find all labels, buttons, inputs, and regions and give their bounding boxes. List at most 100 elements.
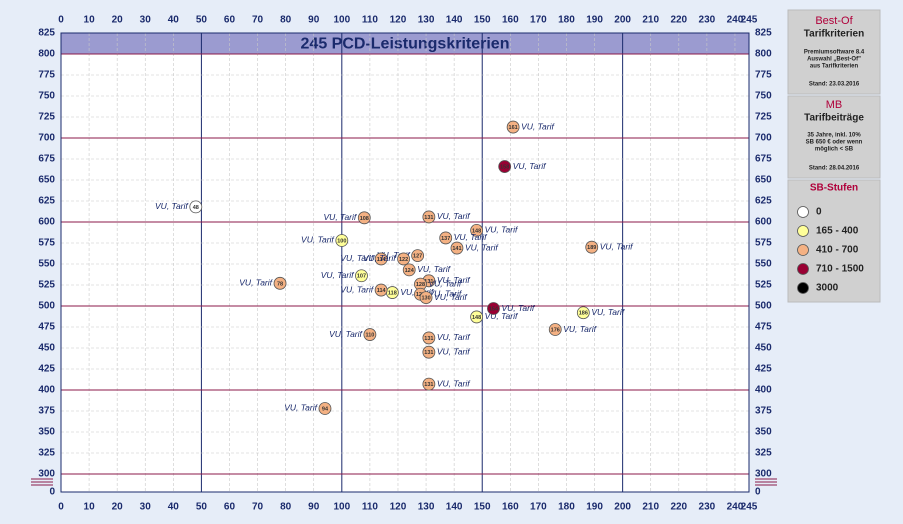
- y-tick-label: 625: [38, 196, 55, 207]
- panel-head: Best-Of: [815, 15, 853, 27]
- panel-date: Stand: 23.03.2016: [809, 82, 860, 88]
- side-panel: Best-Of Tarifkriterien Premiumsoftware 8…: [787, 9, 881, 303]
- x-tick-label: 100: [333, 15, 350, 26]
- y-tick-label: 400: [755, 385, 772, 396]
- point-label: VU, Tarif: [437, 332, 471, 342]
- point-value: 131: [424, 336, 433, 342]
- legend-swatch: [797, 206, 809, 218]
- point: [335, 234, 349, 247]
- point-label: VU, Tarif: [284, 403, 318, 413]
- y-tick-label: 350: [38, 427, 55, 438]
- y-tick-label: 575: [755, 238, 772, 249]
- x-tick-label: 220: [670, 15, 687, 26]
- y-tick-label: 0: [755, 487, 761, 498]
- point-label: VU, Tarif: [465, 242, 499, 252]
- legend-swatch: [797, 244, 809, 256]
- point-value: 78: [277, 281, 283, 287]
- point: [548, 323, 562, 336]
- y-tick-label: 775: [38, 70, 55, 81]
- legend-label: 3000: [816, 283, 839, 294]
- y-tick-label: 750: [38, 91, 55, 102]
- point-value: 189: [587, 245, 596, 251]
- title-band: [61, 33, 749, 54]
- x-tick-label: 240: [727, 502, 744, 513]
- x-tick-label: 190: [586, 502, 603, 513]
- y-tick-label: 625: [755, 196, 772, 207]
- point-label: VU, Tarif: [521, 121, 555, 131]
- legend-swatch: [797, 225, 809, 237]
- legend-label: 0: [816, 207, 822, 218]
- x-tick-label: 210: [642, 502, 659, 513]
- point-label: VU, Tarif: [417, 264, 451, 274]
- y-tick-label: 775: [755, 70, 772, 81]
- point-label: VU, Tarif: [501, 303, 535, 313]
- point: [487, 302, 500, 315]
- point-value: 130: [421, 296, 430, 302]
- chart-title: 245 PCD-Leistungskriterien: [301, 36, 510, 53]
- point-label: VU, Tarif: [434, 292, 468, 302]
- x-tick-label: 40: [168, 15, 180, 26]
- y-tick-label: 425: [38, 364, 55, 375]
- y-tick-label: 725: [755, 112, 772, 123]
- x-tick-label: 70: [252, 502, 264, 513]
- y-tick-label: 525: [38, 280, 55, 291]
- point: [506, 120, 520, 134]
- point-value: 48: [193, 205, 199, 211]
- y-tick-label: 800: [755, 49, 772, 60]
- x-tick-label: 120: [390, 15, 407, 26]
- y-tick-label: 550: [38, 259, 55, 270]
- x-tick-label: 50: [196, 15, 208, 26]
- x-tick-label: 20: [112, 502, 124, 513]
- x-tick-label: 80: [280, 15, 292, 26]
- point-label: VU, Tarif: [363, 253, 397, 263]
- x-tick-label: 110: [362, 502, 379, 513]
- legend-swatch: [797, 263, 809, 275]
- y-tick-label: 650: [755, 175, 772, 186]
- point: [470, 310, 484, 324]
- y-tick-label: 675: [755, 154, 772, 165]
- y-tick-label: 800: [38, 49, 55, 60]
- point-label: VU, Tarif: [321, 270, 355, 280]
- point: [419, 291, 433, 305]
- x-tick-label: 60: [224, 502, 236, 513]
- y-tick-label: 525: [755, 280, 772, 291]
- point-label: VU, Tarif: [428, 288, 462, 298]
- point: [357, 211, 371, 225]
- point-label: VU, Tarif: [428, 278, 462, 288]
- x-tick-label: 130: [418, 502, 435, 513]
- x-tick-label: 50: [196, 502, 208, 513]
- x-tick-label: 140: [446, 15, 463, 26]
- x-tick-label: 120: [390, 502, 407, 513]
- y-tick-label: 500: [38, 301, 55, 312]
- point: [374, 283, 388, 297]
- point-label: VU, Tarif: [324, 212, 358, 222]
- legend-title: SB-Stufen: [810, 183, 858, 194]
- point-value: 124: [405, 268, 415, 274]
- point-value: 137: [441, 236, 450, 242]
- y-tick-label: 725: [38, 112, 55, 123]
- point-value: 114: [377, 288, 387, 294]
- x-tick-label: 160: [502, 15, 519, 26]
- point: [402, 263, 416, 277]
- y-tick-label: 825: [755, 28, 772, 39]
- x-tick-label: 110: [362, 15, 379, 26]
- x-tick-label: 230: [699, 502, 716, 513]
- x-tick-label: 220: [670, 502, 687, 513]
- point-label: VU, Tarif: [600, 241, 634, 251]
- y-tick-label: 700: [38, 133, 55, 144]
- point-value: 122: [399, 257, 408, 263]
- point-value: 158: [500, 165, 509, 171]
- y-tick-label: 700: [755, 133, 772, 144]
- point-value: 131: [424, 279, 433, 285]
- point: [411, 249, 425, 263]
- point: [422, 331, 436, 345]
- point: [470, 223, 484, 237]
- plot-frame: [60, 32, 750, 493]
- point: [273, 276, 287, 290]
- panel-line: Premiumsoftware 8.4: [804, 50, 865, 56]
- point-value: 176: [551, 327, 560, 333]
- y-tick-label: 450: [755, 343, 772, 354]
- x-tick-label: 10: [84, 502, 96, 513]
- y-tick-label: 750: [755, 91, 772, 102]
